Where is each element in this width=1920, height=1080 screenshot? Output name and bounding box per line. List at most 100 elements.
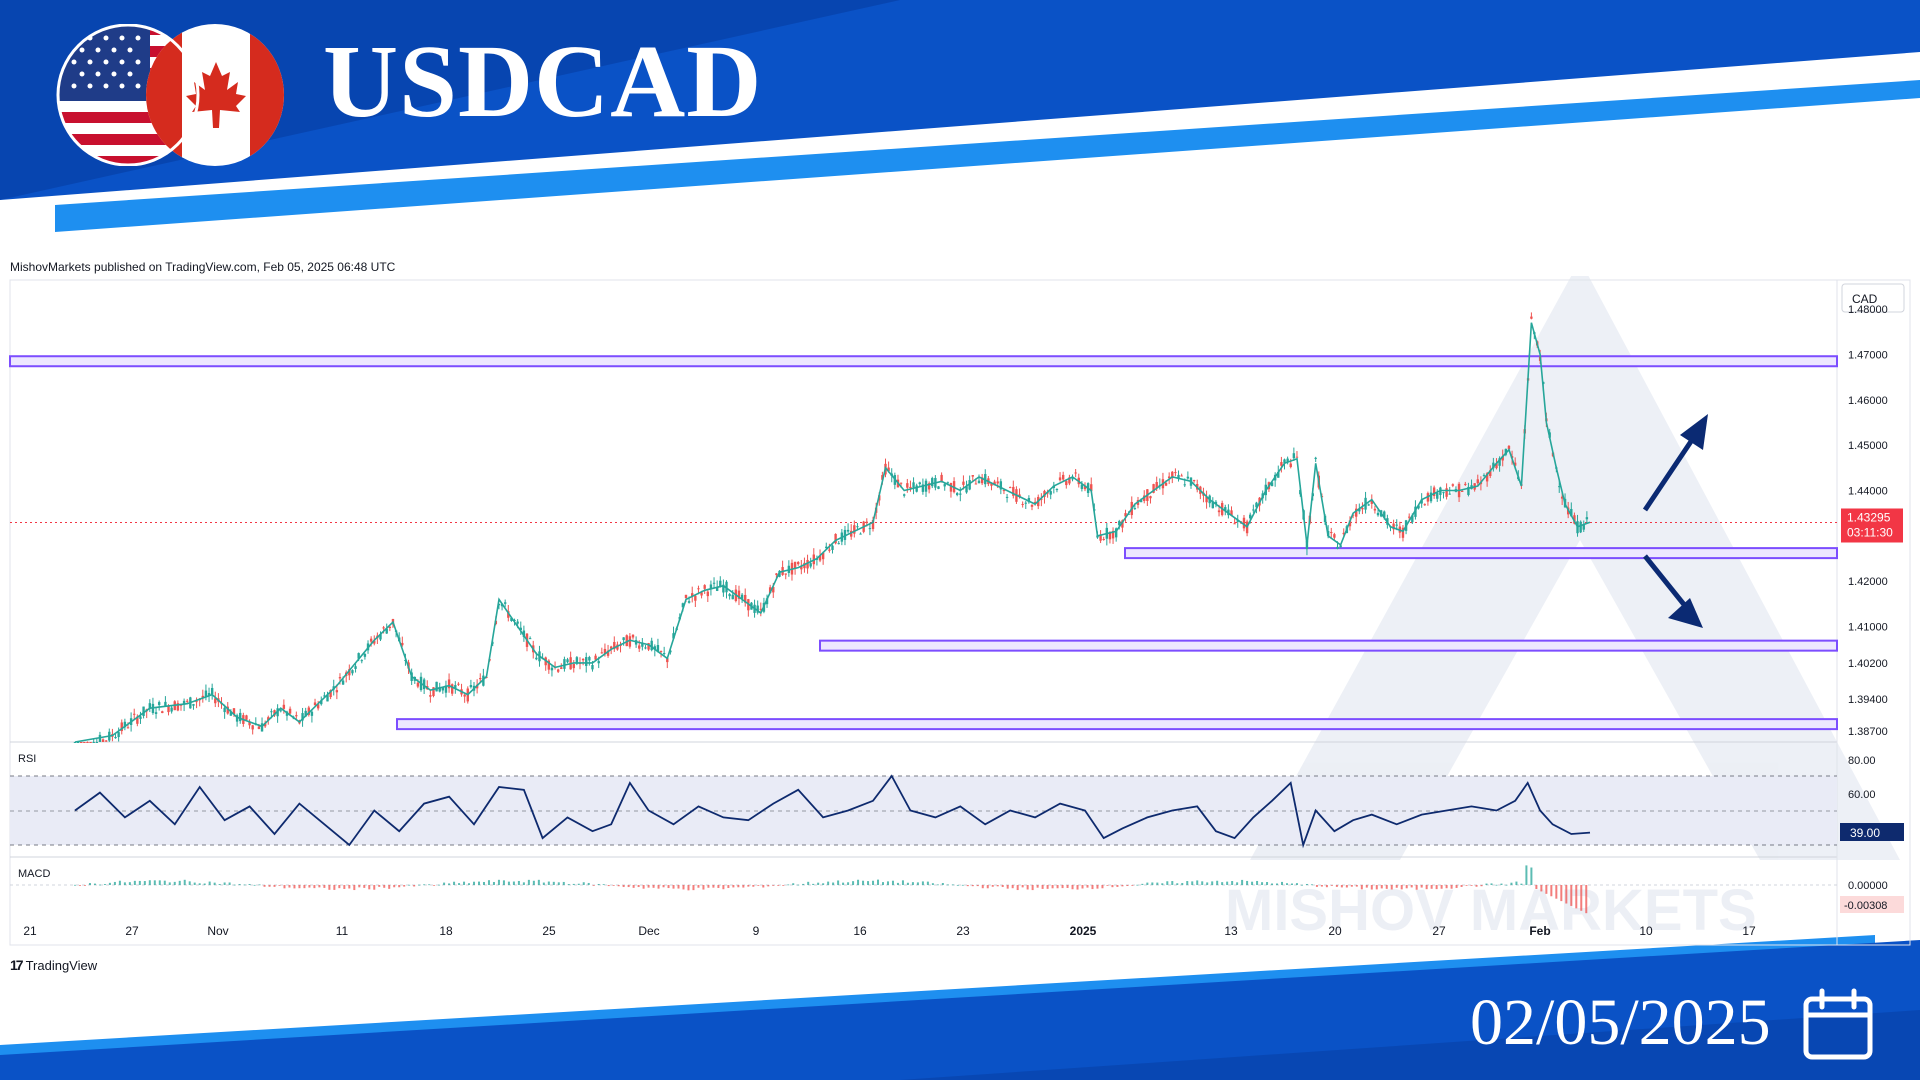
macd-bar xyxy=(1156,882,1159,885)
candle-body xyxy=(201,695,205,699)
candle-body xyxy=(1027,498,1031,503)
candle-body xyxy=(871,520,875,530)
macd-bar xyxy=(792,883,795,885)
macd-bar xyxy=(652,885,655,888)
candle-body xyxy=(313,702,317,706)
macd-bar xyxy=(1221,882,1224,885)
macd-bar xyxy=(128,882,131,885)
candle-body xyxy=(859,533,862,535)
macd-bar xyxy=(707,885,710,888)
macd-bar xyxy=(692,885,695,891)
macd-bar xyxy=(1261,882,1264,885)
macd-bar xyxy=(712,885,715,888)
candle-body xyxy=(1432,487,1436,496)
macd-bar xyxy=(1310,884,1313,886)
candle-body xyxy=(1230,510,1233,516)
candle-body xyxy=(1002,490,1006,492)
candle-body xyxy=(469,685,473,688)
candle-body xyxy=(821,552,825,560)
candle-body xyxy=(1233,523,1236,525)
candle-body xyxy=(80,742,83,743)
candle-body xyxy=(1139,499,1143,503)
candle-body xyxy=(927,483,931,490)
macd-bar xyxy=(672,885,675,889)
candle-body xyxy=(728,594,731,597)
macd-bar xyxy=(976,885,979,887)
time-tick-5: 25 xyxy=(542,924,556,938)
candle-body xyxy=(422,679,426,690)
macd-bar xyxy=(223,882,226,885)
candle-body xyxy=(806,559,809,569)
candle-body xyxy=(641,642,644,647)
macd-bar xyxy=(1101,885,1104,889)
candle-body xyxy=(993,481,996,486)
candle-body xyxy=(1467,486,1470,495)
candle-body xyxy=(186,700,189,702)
currency-box[interactable] xyxy=(1841,283,1905,313)
macd-bar xyxy=(74,884,76,886)
candle-body xyxy=(572,663,575,669)
candle-body xyxy=(709,584,713,590)
candle-body xyxy=(95,742,99,743)
candle-body xyxy=(310,711,314,716)
time-tick-1: 27 xyxy=(125,924,139,938)
macd-bar xyxy=(587,882,590,885)
candle-body xyxy=(977,480,981,484)
candle-body xyxy=(401,642,404,646)
candle-body xyxy=(1121,520,1124,528)
macd-bar xyxy=(1196,880,1199,885)
macd-bar xyxy=(1305,883,1308,885)
candle-body xyxy=(1513,462,1517,466)
candle-body xyxy=(744,594,747,603)
svg-text:MISHOV MARKETS: MISHOV MARKETS xyxy=(1225,878,1757,943)
macd-bar xyxy=(1006,885,1009,889)
candle-body xyxy=(1476,479,1479,484)
macd-bar xyxy=(138,880,141,885)
candle-body xyxy=(1392,523,1395,530)
candle-body xyxy=(457,683,460,685)
candle-body xyxy=(647,643,650,650)
macd-bar xyxy=(203,883,206,885)
macd-bar xyxy=(118,880,121,885)
candle-body xyxy=(223,707,226,713)
macd-bar xyxy=(123,882,126,885)
candle-body xyxy=(1501,456,1504,461)
price-chart[interactable]: MISHOV MARKETS CAD 1.48000 1.47000 1.46000… xyxy=(0,276,1920,956)
candle-body xyxy=(868,528,872,530)
candle-body xyxy=(775,573,778,575)
candle-body xyxy=(369,638,373,642)
candle-body xyxy=(856,526,859,528)
candle-body xyxy=(441,687,445,691)
macd-bar xyxy=(1111,885,1114,888)
candle-body xyxy=(1118,521,1121,526)
macd-bar xyxy=(737,885,740,888)
macd-bar xyxy=(597,883,600,885)
candle-body xyxy=(968,480,971,490)
candle-body xyxy=(694,595,697,601)
tradingview-brand[interactable]: 17 TradingView xyxy=(10,957,97,973)
candle-body xyxy=(603,648,607,654)
time-tick-15: 10 xyxy=(1639,924,1653,938)
macd-bar xyxy=(662,885,665,888)
candle-body xyxy=(1286,458,1289,463)
macd-bar xyxy=(348,885,351,889)
macd-bar xyxy=(1126,885,1129,886)
macd-bar xyxy=(647,885,650,888)
macd-bar xyxy=(278,885,281,886)
candle-body xyxy=(176,703,180,711)
macd-bar xyxy=(1395,885,1398,888)
candle-body xyxy=(307,707,310,715)
price-tick-4: 1.44000 xyxy=(1848,486,1888,498)
candle-body xyxy=(547,660,551,670)
candle-body xyxy=(719,580,722,588)
candle-body xyxy=(251,725,254,730)
candle-body xyxy=(338,677,342,679)
macd-bar xyxy=(1061,885,1064,889)
rsi-label: RSI xyxy=(18,753,36,765)
candle-body xyxy=(1295,456,1299,458)
macd-bar xyxy=(732,885,735,888)
candle-body xyxy=(1099,534,1102,541)
macd-bar xyxy=(617,885,620,887)
level-zone-2 xyxy=(819,639,1838,652)
candle-body xyxy=(1186,476,1190,479)
